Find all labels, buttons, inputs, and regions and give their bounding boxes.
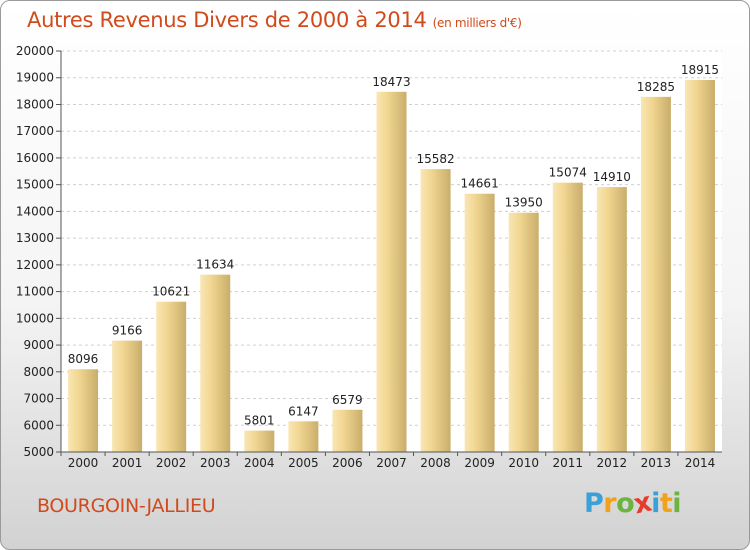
x-tick-label: 2007 [376, 456, 407, 470]
x-tick-label: 2004 [244, 456, 275, 470]
x-tick-label: 2005 [288, 456, 319, 470]
y-tick-label: 6000 [23, 418, 54, 432]
logo-letter: P [584, 488, 604, 519]
bar [68, 369, 99, 452]
x-tick-label: 2008 [420, 456, 451, 470]
data-label: 18285 [637, 80, 675, 94]
y-tick-label: 18000 [16, 97, 54, 111]
y-tick-label: 9000 [23, 338, 54, 352]
y-tick-label: 17000 [16, 124, 54, 138]
x-tick-label: 2001 [112, 456, 143, 470]
data-label: 14661 [461, 177, 499, 191]
y-tick-label: 14000 [16, 204, 54, 218]
logo-letter: i [672, 488, 682, 519]
bar [552, 182, 583, 452]
x-axis: 2000 2001 2002 2003 2004 2005 2006 2007 2008 2009… [60, 451, 722, 470]
data-label: 5801 [244, 414, 275, 428]
bar [684, 80, 715, 452]
data-label: 8096 [68, 352, 99, 366]
logo-letter: o [616, 488, 635, 519]
x-tick-label: 2000 [68, 456, 99, 470]
bar [376, 91, 407, 452]
data-labels: 8096 9166 10621 11634 5801 6147 6579 18473 15582… [68, 63, 719, 428]
x-tick-label: 2006 [332, 456, 363, 470]
bar [332, 409, 363, 452]
title-unit: (en milliers d'€) [432, 16, 522, 30]
y-tick-label: 8000 [23, 365, 54, 379]
x-tick-label: 2014 [685, 456, 716, 470]
bar [288, 421, 319, 452]
y-tick-label: 20000 [16, 44, 54, 58]
y-tick-label: 7000 [23, 392, 54, 406]
data-label: 9166 [112, 324, 143, 338]
x-tick-label: 2012 [597, 456, 628, 470]
data-label: 11634 [196, 258, 234, 272]
bar [156, 301, 187, 452]
y-tick-label: 11000 [16, 285, 54, 299]
bar [464, 193, 495, 453]
data-label: 15582 [416, 152, 454, 166]
x-tick-label: 2011 [552, 456, 583, 470]
y-tick-label: 12000 [16, 258, 54, 272]
chart-title: Autres Revenus Divers de 2000 à 2014 (en … [27, 8, 522, 32]
bar [420, 169, 451, 453]
data-label: 13950 [505, 196, 543, 210]
data-label: 6147 [288, 404, 319, 418]
bar [508, 212, 539, 452]
proxiti-logo: Proxiti [584, 487, 682, 521]
bar [596, 187, 627, 452]
y-axis: 5000 6000 7000 8000 9000 10000 11000 12000 13000… [16, 44, 62, 459]
y-tick-label: 5000 [23, 445, 54, 459]
bar [200, 274, 231, 452]
y-tick-label: 16000 [16, 151, 54, 165]
place-name: BOURGOIN-JALLIEU [37, 495, 216, 517]
logo-letter: i [651, 488, 660, 519]
logo-letter: r [603, 488, 617, 519]
x-tick-label: 2009 [464, 456, 495, 470]
data-label: 14910 [593, 170, 631, 184]
y-tick-label: 19000 [16, 71, 54, 85]
y-tick-label: 13000 [16, 231, 54, 245]
data-label: 10621 [152, 285, 190, 299]
bar [112, 340, 143, 452]
data-label: 18915 [681, 63, 719, 77]
data-label: 6579 [332, 393, 363, 407]
logo-letter: t [659, 488, 673, 519]
title-text: Autres Revenus Divers de 2000 à 2014 [27, 8, 427, 32]
bar [244, 430, 275, 452]
data-label: 18473 [372, 75, 410, 89]
x-tick-label: 2002 [156, 456, 187, 470]
x-tick-label: 2013 [641, 456, 672, 470]
bars [68, 80, 715, 453]
x-tick-label: 2003 [200, 456, 231, 470]
bar [640, 96, 671, 453]
y-tick-label: 15000 [16, 178, 54, 192]
data-label: 15074 [549, 166, 587, 180]
x-tick-label: 2010 [508, 456, 539, 470]
y-tick-label: 10000 [16, 311, 54, 325]
